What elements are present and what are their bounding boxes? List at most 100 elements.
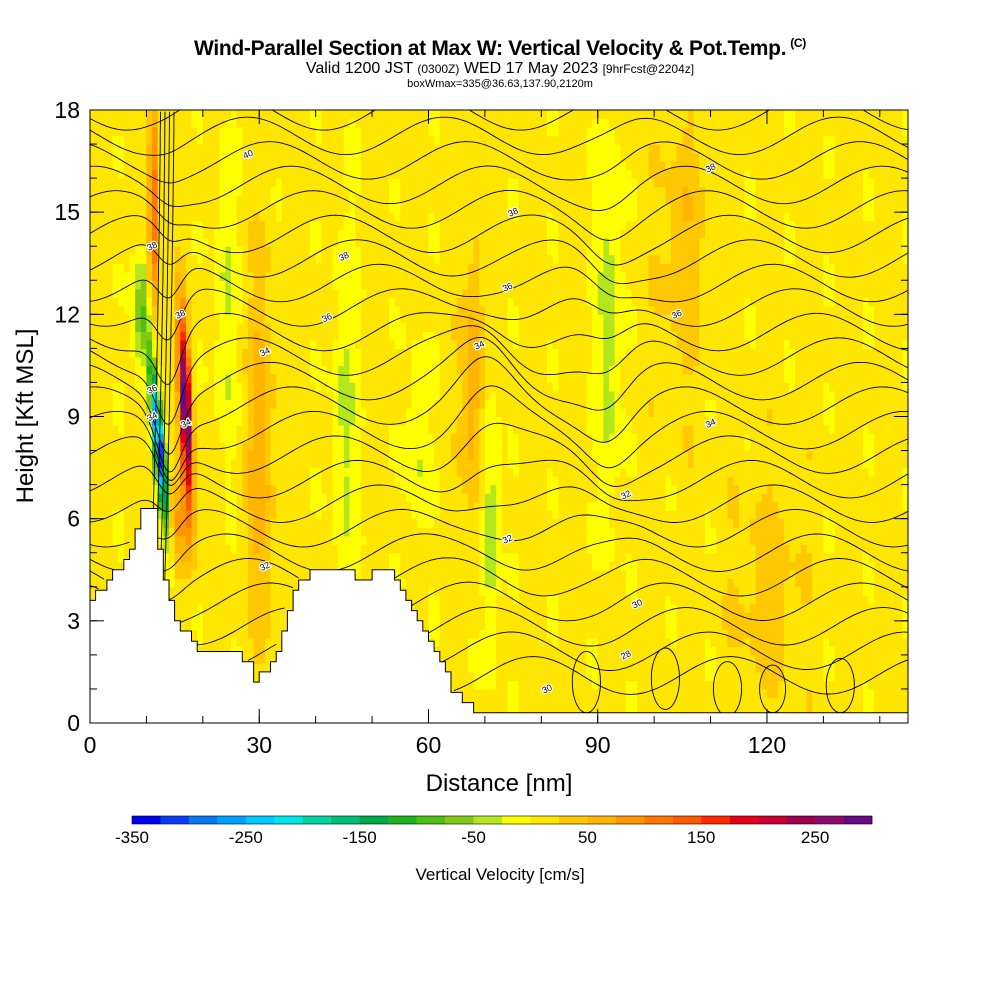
field-cell: [451, 680, 458, 690]
field-cell: [338, 399, 345, 409]
field-cell: [315, 220, 322, 230]
field-cell: [298, 527, 305, 537]
field-cell: [428, 169, 435, 179]
field-cell: [383, 484, 390, 494]
field-cell: [343, 195, 351, 205]
field-cell: [106, 322, 114, 332]
field-cell: [157, 339, 164, 349]
field-cell: [247, 348, 255, 358]
field-cell: [253, 203, 260, 213]
field-cell: [140, 339, 148, 349]
field-cell: [152, 407, 159, 418]
field-cell: [332, 348, 339, 358]
field-cell: [163, 135, 170, 145]
field-cell: [231, 382, 238, 392]
field-cell: [106, 561, 114, 571]
field-cell: [219, 578, 226, 588]
field-cell: [332, 382, 339, 392]
field-cell: [467, 425, 475, 435]
field-cell: [388, 118, 396, 128]
field-cell: [400, 144, 407, 154]
field-cell: [270, 416, 277, 426]
field-cell: [467, 450, 475, 460]
field-cell: [219, 373, 226, 384]
field-cell: [383, 169, 390, 179]
field-cell: [388, 518, 396, 528]
field-cell: [332, 118, 339, 128]
field-cell: [225, 305, 232, 315]
field-cell: [168, 552, 176, 562]
field-cell: [332, 433, 339, 443]
field-cell: [411, 595, 418, 605]
field-cell: [315, 178, 322, 188]
field-cell: [321, 433, 328, 443]
field-cell: [287, 501, 294, 511]
field-cell: [185, 135, 193, 145]
field-cell: [157, 493, 164, 503]
field-cell: [326, 237, 334, 247]
field-cell: [394, 365, 401, 375]
field-cell: [225, 646, 232, 656]
field-cell: [372, 535, 379, 545]
field-cell: [208, 314, 215, 324]
field-cell: [304, 459, 311, 469]
field-cell: [90, 322, 97, 332]
field-cell: [388, 110, 396, 120]
field-cell: [259, 305, 266, 315]
field-cell: [411, 288, 418, 298]
field-cell: [360, 297, 368, 307]
field-cell: [140, 407, 148, 418]
field-cell: [451, 356, 458, 367]
field-cell: [417, 297, 424, 307]
field-cell: [202, 195, 210, 205]
field-cell: [400, 578, 407, 588]
field-cell: [106, 501, 114, 511]
field-cell: [214, 246, 221, 256]
field-cell: [411, 186, 418, 196]
field-cell: [439, 561, 447, 571]
field-cell: [451, 178, 458, 188]
field-cell: [326, 339, 334, 349]
field-cell: [411, 195, 418, 205]
field-cell: [456, 237, 463, 247]
field-cell: [276, 561, 283, 571]
field-cell: [253, 459, 260, 469]
field-cell: [185, 416, 193, 426]
field-cell: [259, 161, 266, 171]
field-cell: [400, 382, 407, 392]
field-cell: [445, 442, 452, 452]
field-cell: [208, 407, 215, 418]
field-cell: [163, 288, 170, 298]
field-cell: [281, 203, 289, 213]
field-cell: [157, 271, 164, 281]
field-cell: [287, 118, 294, 128]
field-cell: [451, 527, 458, 537]
field-cell: [180, 493, 187, 503]
field-cell: [231, 629, 238, 639]
field-cell: [276, 263, 283, 273]
field-cell: [231, 110, 238, 120]
field-cell: [473, 314, 480, 324]
field-cell: [439, 288, 447, 298]
field-cell: [264, 365, 272, 375]
field-cell: [191, 271, 198, 281]
field-cell: [174, 297, 181, 307]
copyright-mark: (C): [790, 36, 806, 50]
field-cell: [383, 229, 390, 239]
field-cell: [90, 407, 97, 418]
field-cell: [287, 442, 294, 452]
field-cell: [456, 356, 463, 367]
field-cell: [326, 450, 334, 460]
field-cell: [439, 476, 447, 486]
field-cell: [157, 186, 164, 196]
field-cell: [101, 561, 108, 571]
field-cell: [123, 416, 131, 426]
field-cell: [281, 561, 289, 571]
field-cell: [231, 254, 238, 264]
field-cell: [439, 612, 447, 622]
field-cell: [157, 203, 164, 213]
field-cell: [439, 246, 447, 256]
field-cell: [219, 305, 226, 315]
field-cell: [231, 561, 238, 571]
field-cell: [259, 237, 266, 247]
